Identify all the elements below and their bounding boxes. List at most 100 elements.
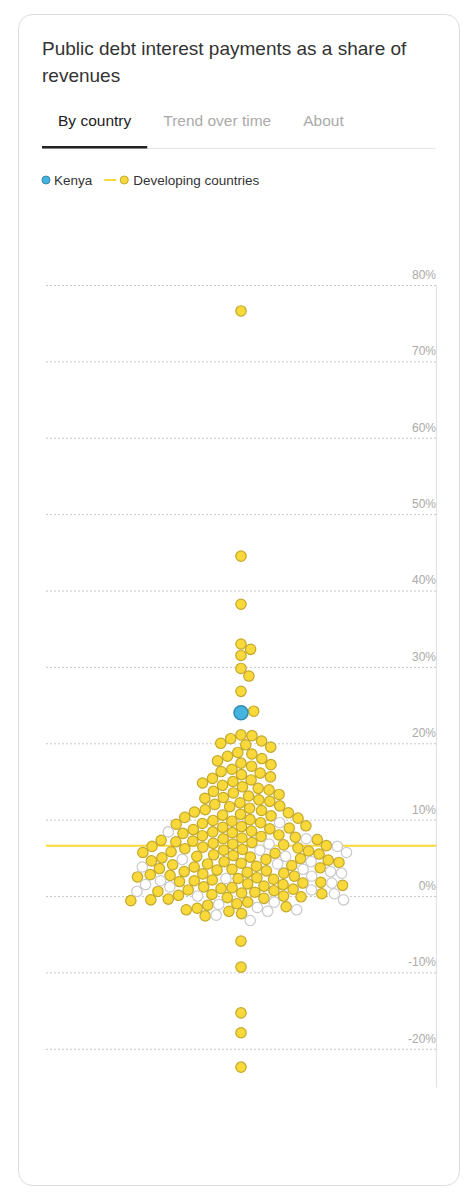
data-point — [236, 1062, 246, 1072]
y-tick-label: 0% — [419, 879, 437, 893]
grid-line — [46, 1049, 436, 1050]
tab[interactable]: About — [303, 112, 344, 129]
data-point — [221, 873, 231, 883]
data-point — [192, 903, 202, 913]
data-point — [332, 841, 342, 851]
data-point — [290, 832, 300, 842]
data-point — [272, 859, 282, 869]
data-point — [247, 837, 257, 847]
data-point — [242, 867, 252, 877]
data-point — [197, 818, 207, 828]
data-point — [317, 889, 327, 899]
data-point — [265, 824, 275, 834]
data-point — [293, 813, 303, 823]
data-point — [250, 887, 260, 897]
data-point — [188, 836, 198, 846]
y-tick-label: 70% — [412, 344, 436, 358]
data-point — [257, 753, 267, 763]
data-point — [237, 844, 247, 854]
data-point — [180, 812, 190, 822]
data-point — [179, 866, 189, 876]
data-point — [236, 962, 246, 972]
y-tick: 40% — [46, 573, 436, 591]
data-point — [214, 899, 224, 909]
data-point — [167, 860, 177, 870]
data-point — [198, 869, 208, 879]
data-point — [227, 864, 237, 874]
data-point — [283, 808, 293, 818]
data-point — [336, 868, 346, 878]
tab-underline — [42, 146, 147, 149]
data-point — [236, 758, 246, 768]
data-point — [192, 891, 202, 901]
data-point — [208, 827, 218, 837]
data-point — [236, 821, 246, 831]
data-point — [284, 823, 294, 833]
data-point — [245, 814, 255, 824]
data-point — [208, 838, 218, 848]
data-point — [274, 830, 284, 840]
data-point — [244, 671, 254, 681]
data-point — [244, 803, 254, 813]
data-point — [327, 878, 337, 888]
data-point — [265, 796, 275, 806]
y-tick-label: 40% — [412, 573, 436, 587]
data-point — [334, 857, 344, 867]
grid-line — [46, 361, 436, 362]
data-point — [338, 895, 348, 905]
data-point — [207, 889, 217, 899]
data-point — [301, 834, 311, 844]
data-point — [246, 826, 256, 836]
data-point — [228, 776, 238, 786]
data-point — [153, 886, 163, 896]
y-tick-label: 80% — [412, 268, 436, 282]
data-point — [266, 759, 276, 769]
tab[interactable]: Trend over time — [163, 112, 271, 129]
data-point — [236, 908, 246, 918]
data-point — [279, 868, 289, 878]
data-point — [147, 841, 157, 851]
data-point — [264, 785, 274, 795]
data-point — [275, 801, 285, 811]
data-point — [208, 815, 218, 825]
data-point — [236, 730, 246, 740]
data-point — [183, 885, 193, 895]
data-point — [337, 880, 347, 890]
data-point — [266, 742, 276, 752]
data-point — [287, 860, 297, 870]
y-tick: 20% — [46, 726, 436, 744]
tab[interactable]: By country — [58, 112, 131, 129]
data-point — [325, 866, 335, 876]
data-point — [303, 846, 313, 856]
y-tick: -10% — [46, 955, 436, 973]
data-point — [218, 822, 228, 832]
data-point — [208, 850, 218, 860]
data-point — [245, 915, 255, 925]
chart-svg: Public debt interest payments as a share… — [0, 0, 474, 1200]
data-point — [266, 811, 276, 821]
data-point — [236, 639, 246, 649]
data-point — [166, 847, 176, 857]
data-point — [218, 792, 228, 802]
data-point — [278, 891, 288, 901]
data-point — [269, 897, 279, 907]
data-point — [278, 840, 288, 850]
data-point — [228, 839, 238, 849]
data-point — [237, 782, 247, 792]
data-point — [237, 833, 247, 843]
data-point — [265, 772, 275, 782]
y-tick-label: 60% — [412, 421, 436, 435]
data-point — [198, 842, 208, 852]
data-point — [146, 856, 156, 866]
data-point — [163, 894, 173, 904]
legend-marker — [120, 176, 128, 184]
data-point — [235, 809, 245, 819]
legend-entry: Developing countries — [104, 173, 259, 188]
y-tick: 80% — [46, 268, 436, 286]
data-point — [243, 791, 253, 801]
data-point — [256, 736, 266, 746]
y-tick: 60% — [46, 421, 436, 439]
data-point — [295, 853, 305, 863]
data-point — [280, 851, 290, 861]
legend-marker — [42, 176, 50, 184]
